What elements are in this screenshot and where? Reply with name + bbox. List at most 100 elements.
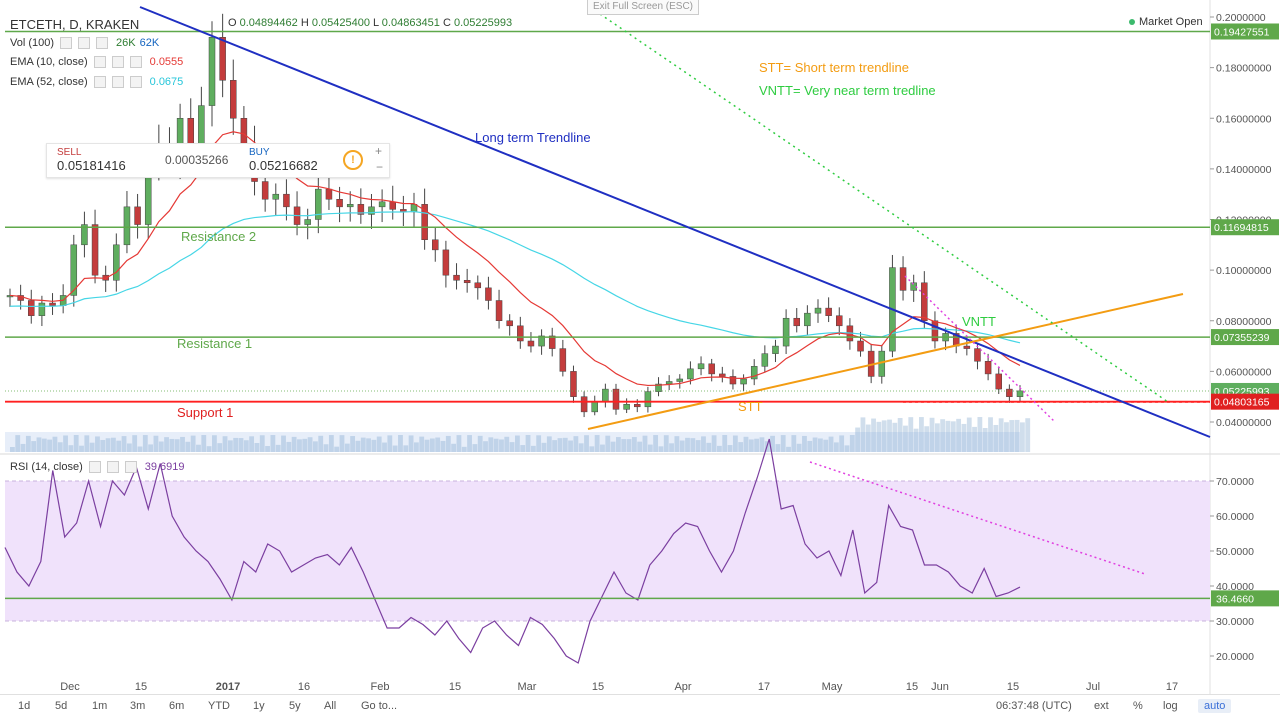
volume-bar bbox=[89, 442, 95, 452]
volume-bar bbox=[334, 446, 340, 452]
volume-bar bbox=[844, 445, 850, 452]
range-1m[interactable]: 1m bbox=[92, 700, 108, 712]
candle-down bbox=[612, 388, 620, 410]
volume-bar bbox=[238, 438, 244, 452]
range-3m[interactable]: 3m bbox=[130, 700, 146, 712]
candle-down bbox=[963, 345, 971, 349]
indicator-volume-label: Vol (100) bbox=[10, 37, 55, 49]
eye-icon[interactable] bbox=[111, 56, 124, 68]
time-axis-label: 16 bbox=[298, 681, 310, 693]
volume-bar bbox=[493, 438, 499, 452]
chart-canvas[interactable]: 0.2000000 0.18000000 0.16000000 0.14000000 0… bbox=[0, 0, 1280, 694]
volume-bar bbox=[541, 442, 547, 452]
volume-bar bbox=[578, 443, 584, 452]
volume-bar bbox=[913, 428, 919, 452]
range-5y[interactable]: 5y bbox=[289, 700, 301, 712]
info-icon[interactable]: ! bbox=[343, 150, 363, 170]
volume-bar bbox=[366, 438, 371, 452]
bottom-toolbar: 1d 5d 1m 3m 6m YTD 1y 5y All Go to... 06… bbox=[0, 694, 1280, 721]
volume-bar bbox=[20, 443, 26, 452]
volume-bar bbox=[254, 443, 260, 452]
volume-bar bbox=[233, 437, 239, 452]
volume-bar bbox=[642, 435, 648, 452]
range-all[interactable]: All bbox=[324, 700, 337, 712]
volume-bar bbox=[387, 435, 393, 452]
volume-bar bbox=[743, 436, 749, 452]
range-1y[interactable]: 1y bbox=[253, 700, 265, 712]
exit-fullscreen-button[interactable]: Exit Full Screen (ESC) bbox=[587, 0, 699, 15]
volume-bar bbox=[52, 436, 58, 452]
status-dot-icon bbox=[1129, 19, 1135, 26]
volume-bar bbox=[717, 445, 722, 452]
volume-bar bbox=[674, 436, 680, 452]
settings-icon[interactable] bbox=[88, 461, 101, 473]
ohlc-high: 0.05425400 bbox=[311, 17, 370, 29]
candle-down bbox=[325, 188, 333, 200]
minus-icon[interactable]: − bbox=[376, 160, 384, 174]
eye-icon[interactable] bbox=[106, 461, 119, 473]
volume-bar bbox=[876, 421, 882, 452]
candle-down bbox=[634, 404, 641, 408]
indicator-ema52[interactable]: EMA (52, close) 0.0675 bbox=[10, 76, 183, 88]
ohlc-c-label: C bbox=[442, 17, 451, 29]
close-icon[interactable] bbox=[96, 37, 109, 49]
indicator-ema10[interactable]: EMA (10, close) 0.0555 bbox=[10, 56, 183, 68]
volume-bar bbox=[695, 440, 701, 452]
sell-price: 0.05181416 bbox=[57, 158, 126, 173]
volume-bar bbox=[382, 442, 387, 452]
indicator-volume[interactable]: Vol (100) 26K 62K bbox=[10, 37, 159, 49]
option-auto[interactable]: auto bbox=[1198, 699, 1232, 713]
close-icon[interactable] bbox=[124, 461, 137, 473]
volume-bar bbox=[711, 435, 717, 452]
goto-button[interactable]: Go to... bbox=[361, 700, 398, 712]
volume-bar bbox=[796, 443, 802, 452]
ohlc-o-label: O bbox=[228, 17, 237, 29]
range-ytd[interactable]: YTD bbox=[208, 700, 230, 712]
volume-bar bbox=[552, 440, 558, 452]
option-log[interactable]: log bbox=[1163, 700, 1178, 712]
buy-button[interactable]: BUY 0.05216682 bbox=[249, 147, 353, 173]
long-term-trendline bbox=[139, 6, 1211, 438]
range-1d[interactable]: 1d bbox=[18, 700, 31, 712]
settings-icon[interactable] bbox=[93, 76, 106, 88]
close-icon[interactable] bbox=[129, 56, 142, 68]
candle-up bbox=[368, 206, 375, 215]
eye-icon[interactable] bbox=[78, 37, 91, 49]
volume-bar bbox=[190, 435, 196, 452]
rsi-tick-label: 30.0000 bbox=[1216, 616, 1254, 628]
volume-bar bbox=[371, 439, 377, 452]
price-label-text: 0.11694815 bbox=[1214, 222, 1269, 234]
volume-bar bbox=[73, 435, 79, 452]
range-6m[interactable]: 6m bbox=[169, 700, 185, 712]
option-percent[interactable]: % bbox=[1133, 700, 1143, 712]
volume-bar bbox=[376, 436, 382, 452]
candle-down bbox=[495, 300, 503, 321]
close-icon[interactable] bbox=[129, 76, 142, 88]
ohlc-low: 0.04863451 bbox=[381, 17, 440, 29]
candle-down bbox=[836, 315, 843, 327]
volume-bars bbox=[10, 417, 1031, 452]
settings-icon[interactable] bbox=[93, 56, 106, 68]
settings-icon[interactable] bbox=[60, 37, 73, 49]
volume-bar bbox=[791, 435, 797, 452]
volume-bar bbox=[998, 418, 1004, 452]
candle-up bbox=[38, 302, 46, 316]
volume-bar bbox=[780, 435, 786, 452]
sell-button[interactable]: SELL 0.05181416 bbox=[57, 147, 161, 173]
candle-down bbox=[708, 363, 715, 375]
plus-icon[interactable]: + bbox=[375, 144, 383, 158]
range-5d[interactable]: 5d bbox=[55, 700, 68, 712]
volume-bar bbox=[961, 423, 967, 452]
volume-bar bbox=[589, 446, 595, 452]
candle-up bbox=[644, 391, 652, 408]
indicator-volume-value-1: 26K bbox=[116, 37, 136, 49]
candle-up bbox=[315, 188, 322, 220]
volume-bar bbox=[360, 437, 366, 452]
option-ext[interactable]: ext bbox=[1094, 700, 1109, 712]
eye-icon[interactable] bbox=[111, 76, 124, 88]
volume-bar bbox=[982, 428, 988, 452]
volume-bar bbox=[621, 439, 627, 452]
volume-bar bbox=[919, 417, 924, 452]
market-status-label: Market Open bbox=[1139, 16, 1203, 28]
volume-bar bbox=[663, 435, 669, 452]
